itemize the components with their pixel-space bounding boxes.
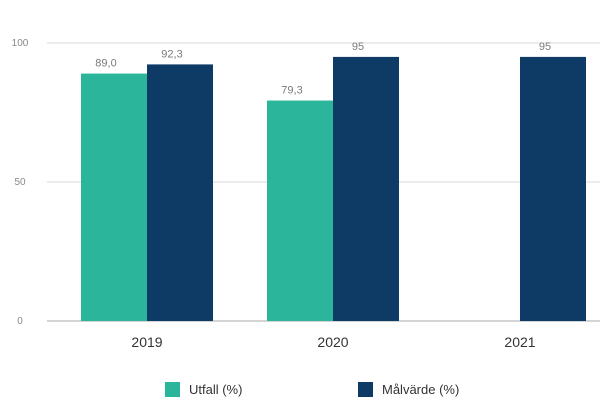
data-label: 95: [539, 41, 551, 53]
y-tick-label: 0: [17, 316, 23, 327]
bar-chart-plot: 0 50 100 89,0 92,3 2019 79,3 95 2020 95 2021: [12, 38, 600, 350]
data-label: 79,3: [281, 85, 302, 97]
bar-utfall-2019: [81, 73, 147, 321]
y-tick-label: 50: [14, 177, 26, 188]
bar-malvarde-2020: [333, 56, 399, 322]
bar-malvarde-2021: [520, 56, 586, 322]
x-tick-label: 2020: [317, 334, 348, 350]
data-label: 89,0: [95, 58, 116, 70]
legend-swatch-utfall: [165, 382, 180, 397]
legend-item-utfall[interactable]: Utfall (%): [165, 382, 242, 397]
legend-label-malvarde: Målvärde (%): [382, 382, 460, 397]
legend-item-malvarde[interactable]: Målvärde (%): [358, 382, 459, 397]
legend: Utfall (%) Målvärde (%): [0, 382, 605, 406]
bar-malvarde-2019: [147, 64, 213, 321]
bar-utfall-2020: [267, 100, 333, 322]
data-label: 92,3: [161, 48, 182, 60]
x-tick-label: 2019: [131, 334, 162, 350]
data-label: 95: [352, 41, 364, 53]
y-tick-label: 100: [12, 38, 29, 49]
legend-label-utfall: Utfall (%): [189, 382, 243, 397]
x-tick-label: 2021: [504, 334, 535, 350]
legend-swatch-malvarde: [358, 382, 373, 397]
